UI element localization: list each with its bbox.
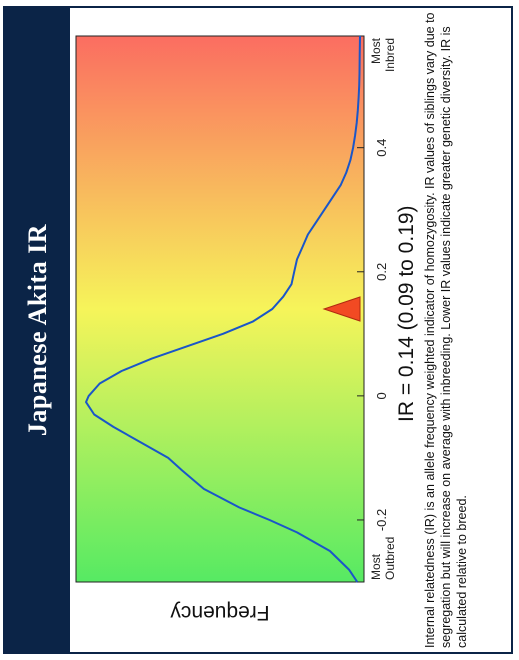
ir-value-text: IR = 0.14 (0.09 to 0.19) [395, 205, 418, 422]
y-axis-label: Frequency [170, 601, 270, 624]
right-end-label-line: Inbred [383, 38, 397, 72]
right-end-label: MostInbred [369, 37, 397, 72]
caption-text: Internal relatedness (IR) is an allele f… [423, 12, 469, 648]
x-tick-label: 0.4 [374, 139, 389, 157]
ir-marker [322, 296, 361, 322]
x-tick-label: 0.2 [374, 263, 389, 281]
x-tick-label: 0 [374, 392, 389, 399]
density-curve [85, 35, 361, 583]
plot-area [75, 35, 365, 583]
x-tick-label: -0.2 [374, 509, 389, 531]
left-end-label-line: Most [369, 553, 383, 580]
right-end-label-line: Most [369, 37, 383, 64]
left-end-label-line: Outbred [383, 537, 397, 580]
left-end-label: MostOutbred [369, 537, 397, 580]
